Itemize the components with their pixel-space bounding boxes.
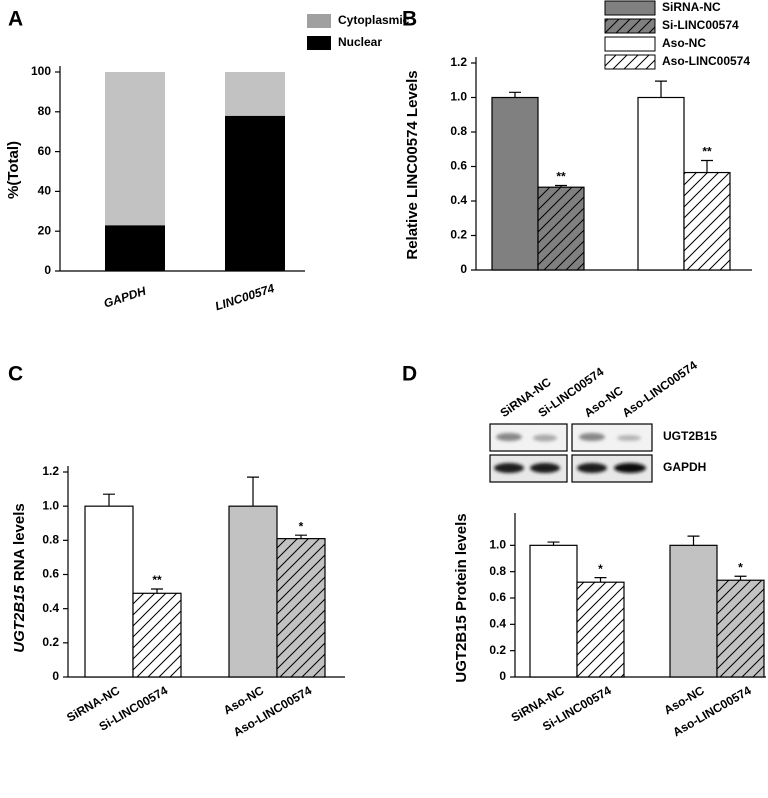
blot-band-label: GAPDH: [663, 460, 706, 474]
legend-label: Si-LINC00574: [662, 18, 739, 32]
y-tick-label: 0.8: [42, 533, 59, 547]
bar-segment: [105, 72, 165, 226]
y-axis-title: UGT2B15 RNA levels: [11, 503, 28, 653]
legend-label: SiRNA-NC: [662, 0, 721, 14]
y-tick-label: 0.6: [42, 567, 59, 581]
y-tick-label: 1.0: [489, 538, 506, 552]
legend-label: Cytoplasmic: [338, 13, 410, 27]
error-bar: [295, 534, 307, 539]
bar: [132, 592, 182, 678]
bar: [716, 579, 765, 678]
y-tick-label: 0: [499, 669, 506, 683]
bar-segment: [225, 115, 285, 271]
bar: [529, 544, 578, 678]
y-axis-title-text: Relative LINC00574 Levels: [404, 70, 421, 259]
legend-swatch: [307, 14, 331, 28]
y-tick-label: 0.4: [450, 193, 467, 207]
y-tick-label: 0.2: [42, 635, 59, 649]
error-bar: [594, 576, 607, 583]
blot-image: [489, 423, 653, 483]
legend-label: Aso-LINC00574: [662, 54, 750, 68]
y-axis-title: %(Total): [5, 141, 22, 199]
error-bar: [151, 588, 163, 594]
bar: [683, 171, 731, 271]
y-tick-label: 1.2: [450, 55, 467, 69]
legend-swatch: [604, 36, 656, 52]
legend-swatch: [604, 54, 656, 70]
significance-label: **: [152, 573, 162, 587]
y-tick-label: 1.0: [450, 90, 467, 104]
y-tick-label: 60: [38, 144, 52, 158]
panel-label: A: [8, 8, 23, 31]
legend-label: Nuclear: [338, 35, 382, 49]
panel-label: C: [8, 363, 23, 386]
blot-lane-label: Aso-LINC00574: [620, 358, 700, 420]
significance-label: *: [299, 519, 304, 533]
error-bar: [555, 184, 567, 188]
y-tick-label: 0.4: [489, 617, 506, 631]
y-tick-label: 0: [44, 263, 51, 277]
y-tick-label: 100: [31, 64, 51, 78]
y-tick-label: 0.2: [450, 228, 467, 242]
y-tick-label: 0.8: [489, 564, 506, 578]
y-tick-label: 1.2: [42, 464, 59, 478]
bar: [491, 96, 539, 271]
significance-label: *: [598, 562, 603, 576]
error-bar: [547, 541, 560, 546]
error-bar: [103, 493, 115, 507]
blot-band-label: UGT2B15: [663, 429, 717, 443]
bar: [576, 581, 625, 678]
significance-label: **: [556, 170, 566, 184]
y-tick-label: 0.6: [450, 159, 467, 173]
bar-segment: [105, 225, 165, 271]
panel-label: D: [402, 363, 417, 386]
y-axis-title: Relative LINC00574 Levels: [404, 70, 421, 259]
y-axis-title: UGT2B15 Protein levels: [453, 513, 470, 682]
y-axis-title-text: UGT2B15 Protein levels: [453, 513, 470, 682]
error-bar: [247, 476, 259, 507]
y-tick-label: 0.2: [489, 643, 506, 657]
y-tick-label: 1.0: [42, 498, 59, 512]
bar: [276, 538, 326, 678]
bar: [669, 544, 718, 678]
x-tick-label: GAPDH: [102, 284, 148, 311]
error-bar: [655, 80, 667, 98]
bar: [537, 186, 585, 271]
y-tick-label: 20: [38, 223, 52, 237]
error-bar: [509, 91, 521, 98]
legend-swatch: [604, 18, 656, 34]
y-tick-label: 0.4: [42, 601, 59, 615]
error-bar: [701, 159, 713, 173]
bar: [228, 505, 278, 678]
y-axis-title-text: %(Total): [5, 141, 22, 199]
y-tick-label: 0.8: [450, 124, 467, 138]
legend-swatch: [604, 0, 656, 16]
significance-label: *: [738, 560, 743, 574]
y-axis-title-text: RNA levels: [11, 503, 28, 581]
y-axis-title-gene: UGT2B15: [11, 585, 28, 653]
x-tick-label: Aso-LINC00574: [670, 683, 754, 739]
x-tick-label: LINC00574: [213, 281, 276, 313]
y-tick-label: 40: [38, 184, 52, 198]
legend-swatch: [307, 36, 331, 50]
error-bar: [687, 535, 700, 546]
significance-label: **: [702, 145, 712, 159]
bar-segment: [225, 72, 285, 116]
y-tick-label: 0.6: [489, 590, 506, 604]
y-tick-label: 0: [52, 669, 59, 683]
bar: [637, 96, 685, 271]
y-tick-label: 0: [460, 262, 467, 276]
panel-label: B: [402, 8, 417, 31]
legend-label: Aso-NC: [662, 36, 706, 50]
y-tick-label: 80: [38, 104, 52, 118]
error-bar: [734, 575, 747, 581]
bar: [84, 505, 134, 678]
